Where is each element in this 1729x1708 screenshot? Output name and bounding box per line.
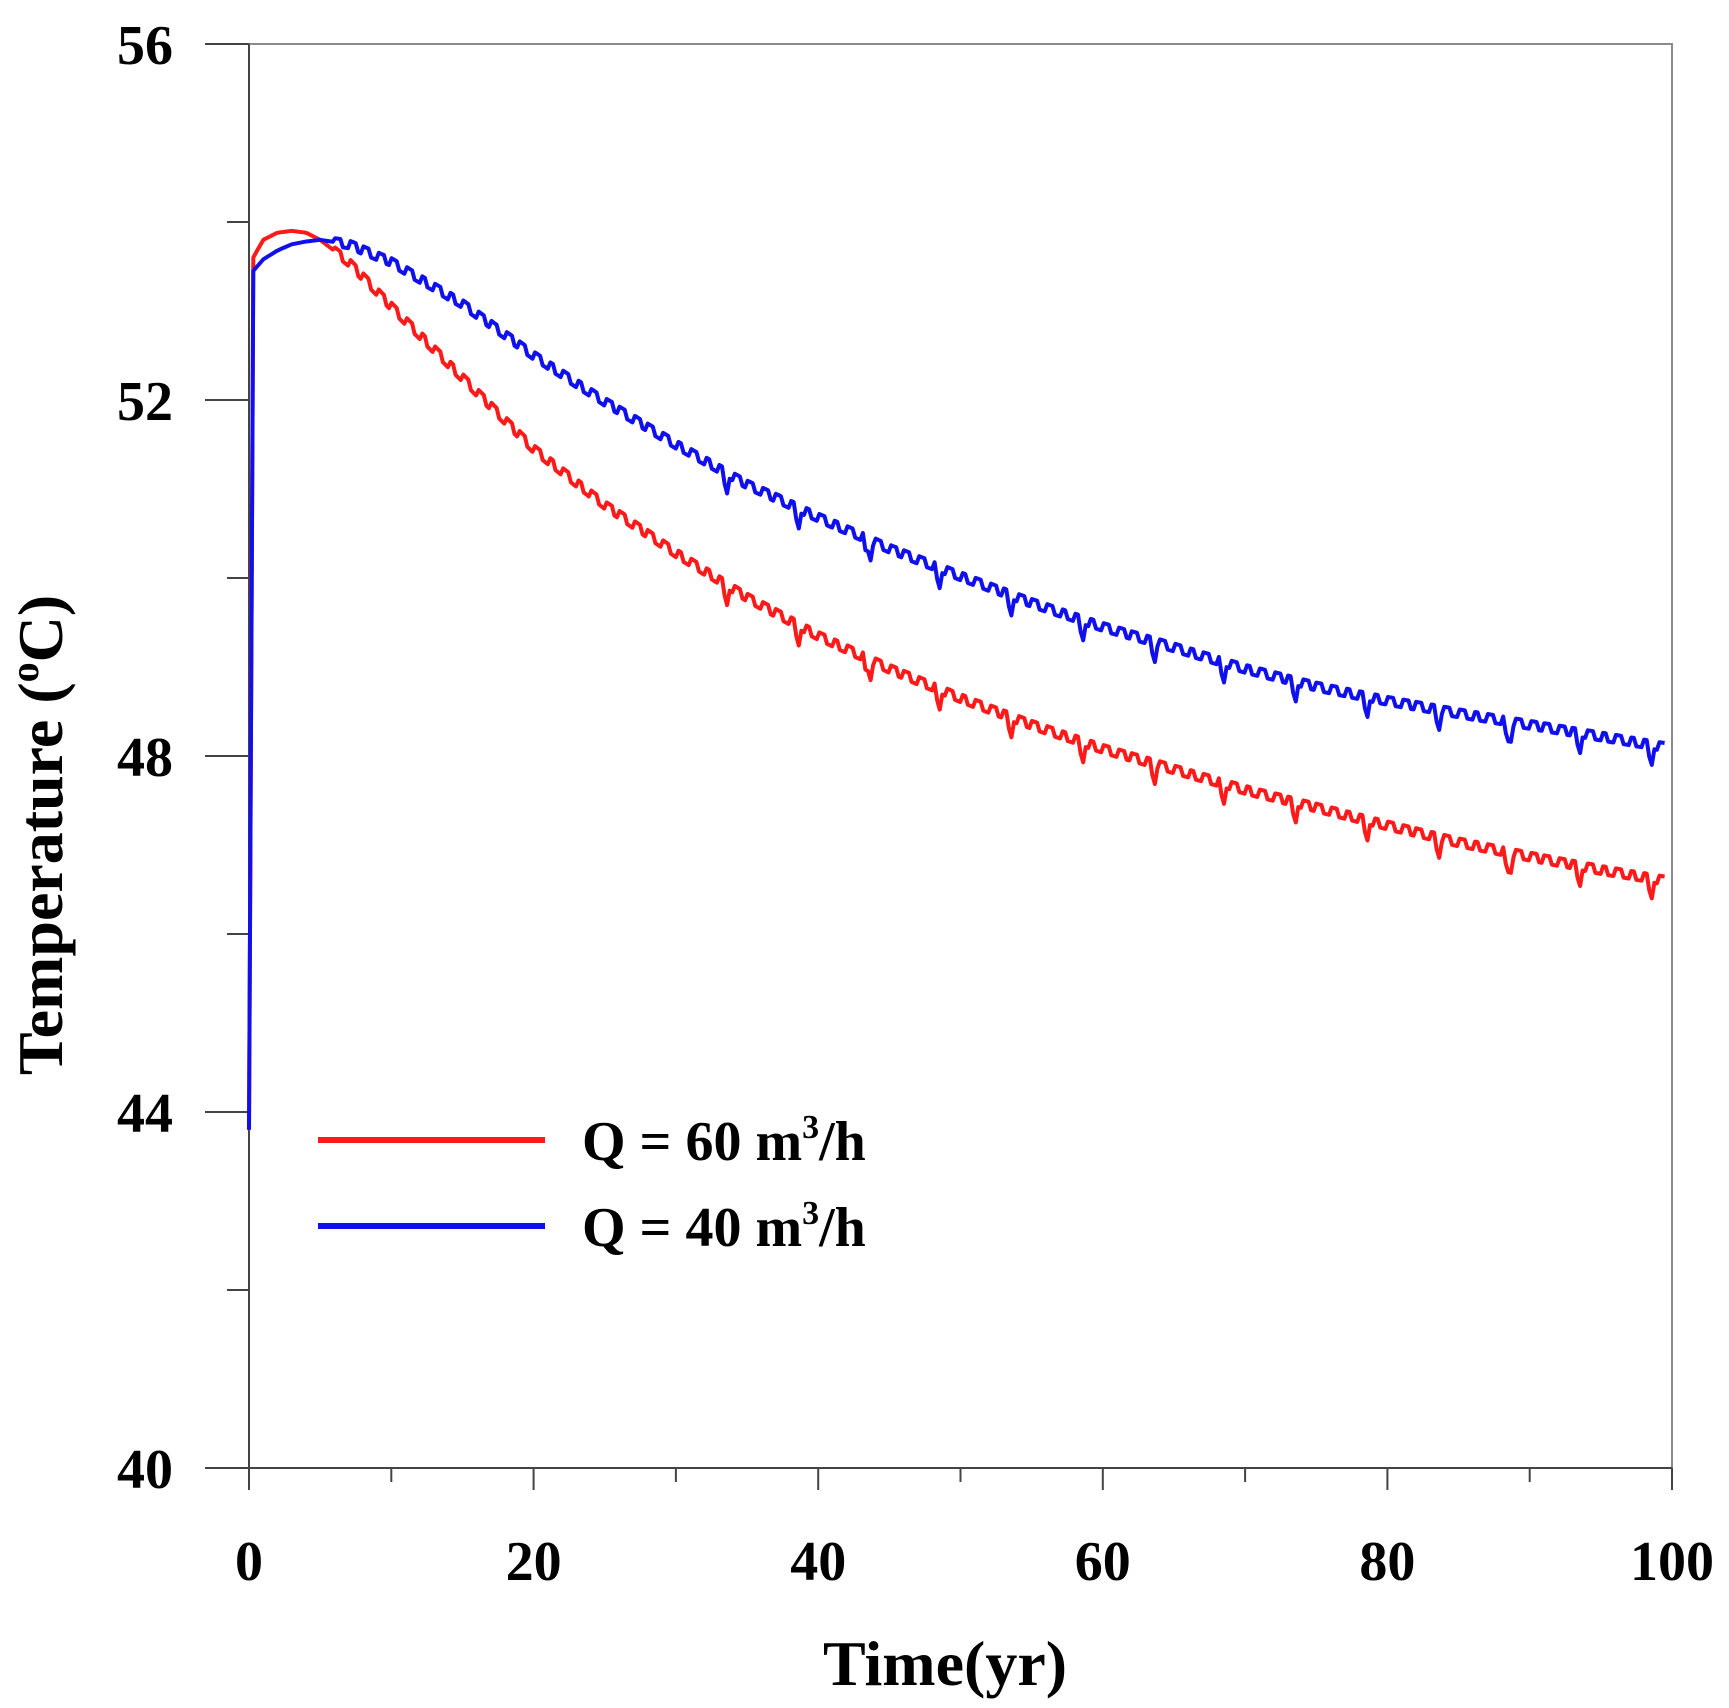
legend-label-q60: Q = 60 m3/h: [582, 1109, 866, 1173]
legend-label-q40: Q = 40 m3/h: [582, 1195, 866, 1259]
y-axis-title-unit: C): [5, 595, 76, 663]
plot-frame: [248, 43, 1673, 1469]
y-tick-label: 40: [117, 1439, 173, 1501]
y-tick-label: 44: [117, 1083, 173, 1145]
x-tick-label: 100: [1630, 1531, 1714, 1593]
series-group: [247, 228, 1665, 1130]
series-line-1: [247, 236, 1665, 1130]
y-tick-label: 48: [117, 727, 173, 789]
x-tick-label: 40: [790, 1531, 846, 1593]
y-tick-label: 52: [117, 371, 173, 433]
axes: [248, 43, 1673, 1469]
x-tick-label: 60: [1075, 1531, 1131, 1593]
legend-label-q40-suffix: /h: [818, 1197, 866, 1259]
legend-label-q40-prefix: Q = 40 m: [582, 1197, 802, 1259]
y-axis-title-main: Temperature (: [5, 682, 76, 1075]
y-axis-title-degree: o: [2, 662, 47, 682]
legend: Q = 60 m3/h Q = 40 m3/h: [318, 1109, 866, 1259]
legend-label-q40-sup: 3: [802, 1195, 819, 1232]
legend-label-q60-sup: 3: [802, 1109, 819, 1146]
x-tick-label: 80: [1359, 1531, 1415, 1593]
legend-label-q60-suffix: /h: [818, 1111, 866, 1173]
x-axis-title: Time(yr): [823, 1628, 1067, 1699]
series-line-0: [247, 228, 1665, 1130]
legend-label-q60-prefix: Q = 60 m: [582, 1111, 802, 1173]
x-tick-label: 0: [235, 1531, 263, 1593]
y-tick-label: 56: [117, 15, 173, 77]
ticks: 0 20 40 60 80 100 40 44 48 52 56: [117, 15, 1714, 1593]
x-tick-label: 20: [506, 1531, 562, 1593]
y-axis-title: Temperature (oC): [2, 595, 76, 1075]
